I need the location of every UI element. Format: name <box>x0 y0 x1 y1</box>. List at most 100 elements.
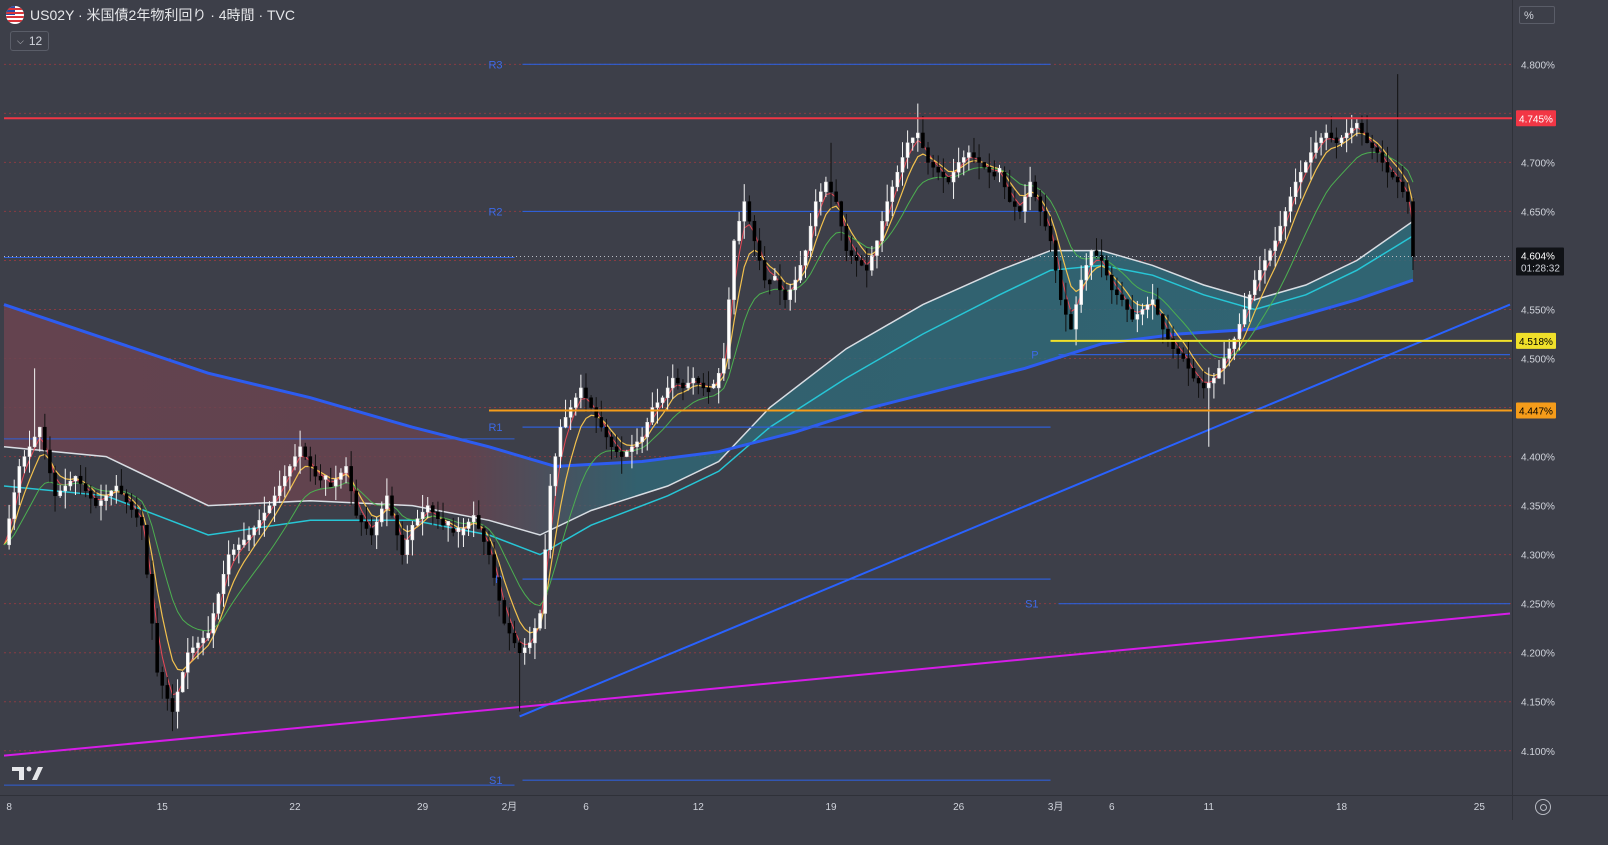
candle <box>1007 169 1012 203</box>
candle-body <box>716 372 721 389</box>
candle <box>369 516 374 545</box>
candle-body <box>487 541 491 555</box>
candle-body <box>7 518 11 546</box>
candle <box>180 671 185 693</box>
candle-body <box>1329 132 1334 139</box>
candle-body <box>1232 338 1237 349</box>
candle-body <box>1247 294 1252 310</box>
candle <box>1227 338 1232 367</box>
candle <box>267 501 272 514</box>
candle <box>1181 347 1186 362</box>
candle-body <box>53 472 57 497</box>
unit-button[interactable]: % <box>1519 6 1555 24</box>
candle <box>676 368 680 390</box>
candle <box>257 509 262 535</box>
candle-body <box>175 691 180 712</box>
candle-body <box>1058 270 1063 300</box>
candle-body <box>813 201 818 227</box>
candle <box>99 484 103 521</box>
settings-gear-icon[interactable] <box>1535 799 1551 815</box>
candle-body <box>1135 314 1140 320</box>
candle-body <box>221 574 226 595</box>
candle <box>1242 292 1247 328</box>
candle-body <box>798 265 803 281</box>
candle <box>328 467 333 487</box>
candle <box>665 376 670 412</box>
time-axis-tick: 26 <box>953 802 965 813</box>
candle <box>936 155 941 181</box>
candle-body <box>670 377 675 389</box>
candle <box>1263 248 1267 284</box>
candle <box>875 240 879 269</box>
candle-body <box>257 520 262 528</box>
time-axis-tick: 18 <box>1336 802 1348 813</box>
candle <box>1074 296 1078 346</box>
candle <box>1365 115 1369 144</box>
symbol-title[interactable]: US02Y · 米国債2年物利回り · 4時間 · TVC <box>30 7 296 23</box>
candle <box>155 608 159 677</box>
candle-body <box>267 505 272 514</box>
candle <box>864 248 869 288</box>
candle-body <box>579 387 583 398</box>
candle-body <box>1125 299 1129 310</box>
candle <box>461 518 466 547</box>
candle-body <box>277 485 282 497</box>
trendline-magenta-uptrend <box>3 612 1511 757</box>
price-axis-tick: 4.150% <box>1521 698 1555 709</box>
candle-body <box>272 495 277 506</box>
candle <box>793 266 798 303</box>
candle-body <box>1186 358 1191 369</box>
candle <box>293 444 297 471</box>
candle-body <box>854 255 859 261</box>
chart-legend-header: US02Y · 米国債2年物利回り · 4時間 · TVC <box>6 4 295 26</box>
tradingview-logo-icon[interactable] <box>10 764 44 787</box>
candle-body <box>916 132 920 139</box>
candle-body <box>48 449 52 474</box>
candle-body <box>400 534 404 555</box>
candle <box>1411 197 1415 270</box>
candle-body <box>1385 162 1390 173</box>
price-axis-tick: 4.800% <box>1521 60 1555 71</box>
candle <box>431 502 435 525</box>
candle <box>206 616 210 641</box>
price-axis-tick: 4.400% <box>1521 453 1555 464</box>
last-price-badge <box>1516 247 1564 276</box>
candle <box>497 566 501 617</box>
candles <box>7 74 1415 732</box>
time-axis-tick: 15 <box>157 802 169 813</box>
candle <box>1033 175 1038 202</box>
candle-body <box>68 480 73 487</box>
candle-body <box>226 554 231 575</box>
candle <box>528 626 532 654</box>
indicator-collapse-button[interactable]: ⌵ 12 <box>10 31 50 51</box>
candle <box>1268 248 1272 267</box>
candle <box>344 457 348 484</box>
candle-body <box>829 181 833 193</box>
candle-body <box>1242 309 1247 325</box>
candle <box>395 512 399 551</box>
candle <box>298 430 302 474</box>
candle-body <box>349 466 353 492</box>
candle-body <box>1360 122 1364 134</box>
candle <box>987 153 992 189</box>
candle <box>1161 312 1165 344</box>
candle-body <box>1013 201 1017 207</box>
candle-body <box>819 191 823 202</box>
candle-body <box>17 466 22 493</box>
candle-body <box>1334 137 1339 144</box>
pivot-label: R2 <box>488 206 502 218</box>
candle <box>216 592 221 620</box>
candle-body <box>1406 191 1410 202</box>
candle <box>1375 144 1380 163</box>
candle <box>114 475 119 504</box>
candle <box>742 184 747 239</box>
candle <box>1196 376 1201 398</box>
candle-body <box>1196 377 1201 384</box>
candle-body <box>1181 353 1186 359</box>
candle <box>533 618 537 660</box>
candle-body <box>124 493 129 502</box>
time-axis-tick: 25 <box>1474 802 1486 813</box>
candle <box>410 521 415 556</box>
